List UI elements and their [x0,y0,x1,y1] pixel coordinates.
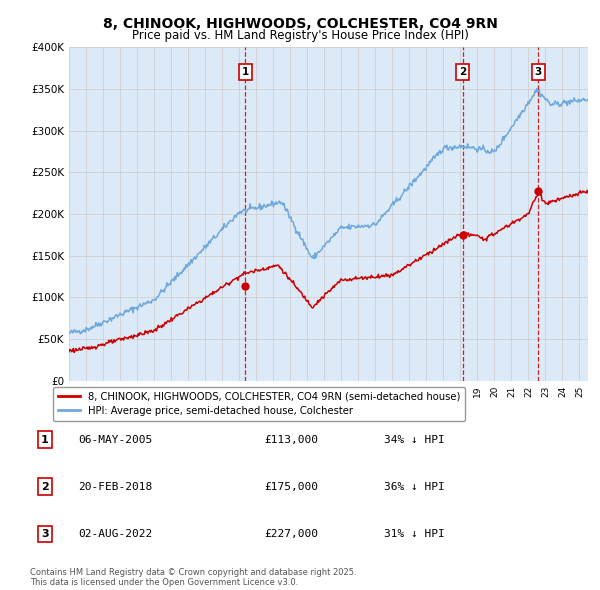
Text: Contains HM Land Registry data © Crown copyright and database right 2025.
This d: Contains HM Land Registry data © Crown c… [30,568,356,587]
Text: 02-AUG-2022: 02-AUG-2022 [78,529,152,539]
Text: 1: 1 [241,67,249,77]
Text: Price paid vs. HM Land Registry's House Price Index (HPI): Price paid vs. HM Land Registry's House … [131,30,469,42]
Text: 3: 3 [41,529,49,539]
Text: 2: 2 [459,67,466,77]
Text: 1: 1 [41,435,49,444]
Text: 06-MAY-2005: 06-MAY-2005 [78,435,152,444]
Text: 2: 2 [41,482,49,491]
Text: 34% ↓ HPI: 34% ↓ HPI [384,435,445,444]
Text: 20-FEB-2018: 20-FEB-2018 [78,482,152,491]
Text: £227,000: £227,000 [264,529,318,539]
Text: £175,000: £175,000 [264,482,318,491]
Text: 36% ↓ HPI: 36% ↓ HPI [384,482,445,491]
Text: 8, CHINOOK, HIGHWOODS, COLCHESTER, CO4 9RN: 8, CHINOOK, HIGHWOODS, COLCHESTER, CO4 9… [103,17,497,31]
Text: 31% ↓ HPI: 31% ↓ HPI [384,529,445,539]
Text: £113,000: £113,000 [264,435,318,444]
Legend: 8, CHINOOK, HIGHWOODS, COLCHESTER, CO4 9RN (semi-detached house), HPI: Average p: 8, CHINOOK, HIGHWOODS, COLCHESTER, CO4 9… [53,386,466,421]
Text: 3: 3 [535,67,542,77]
